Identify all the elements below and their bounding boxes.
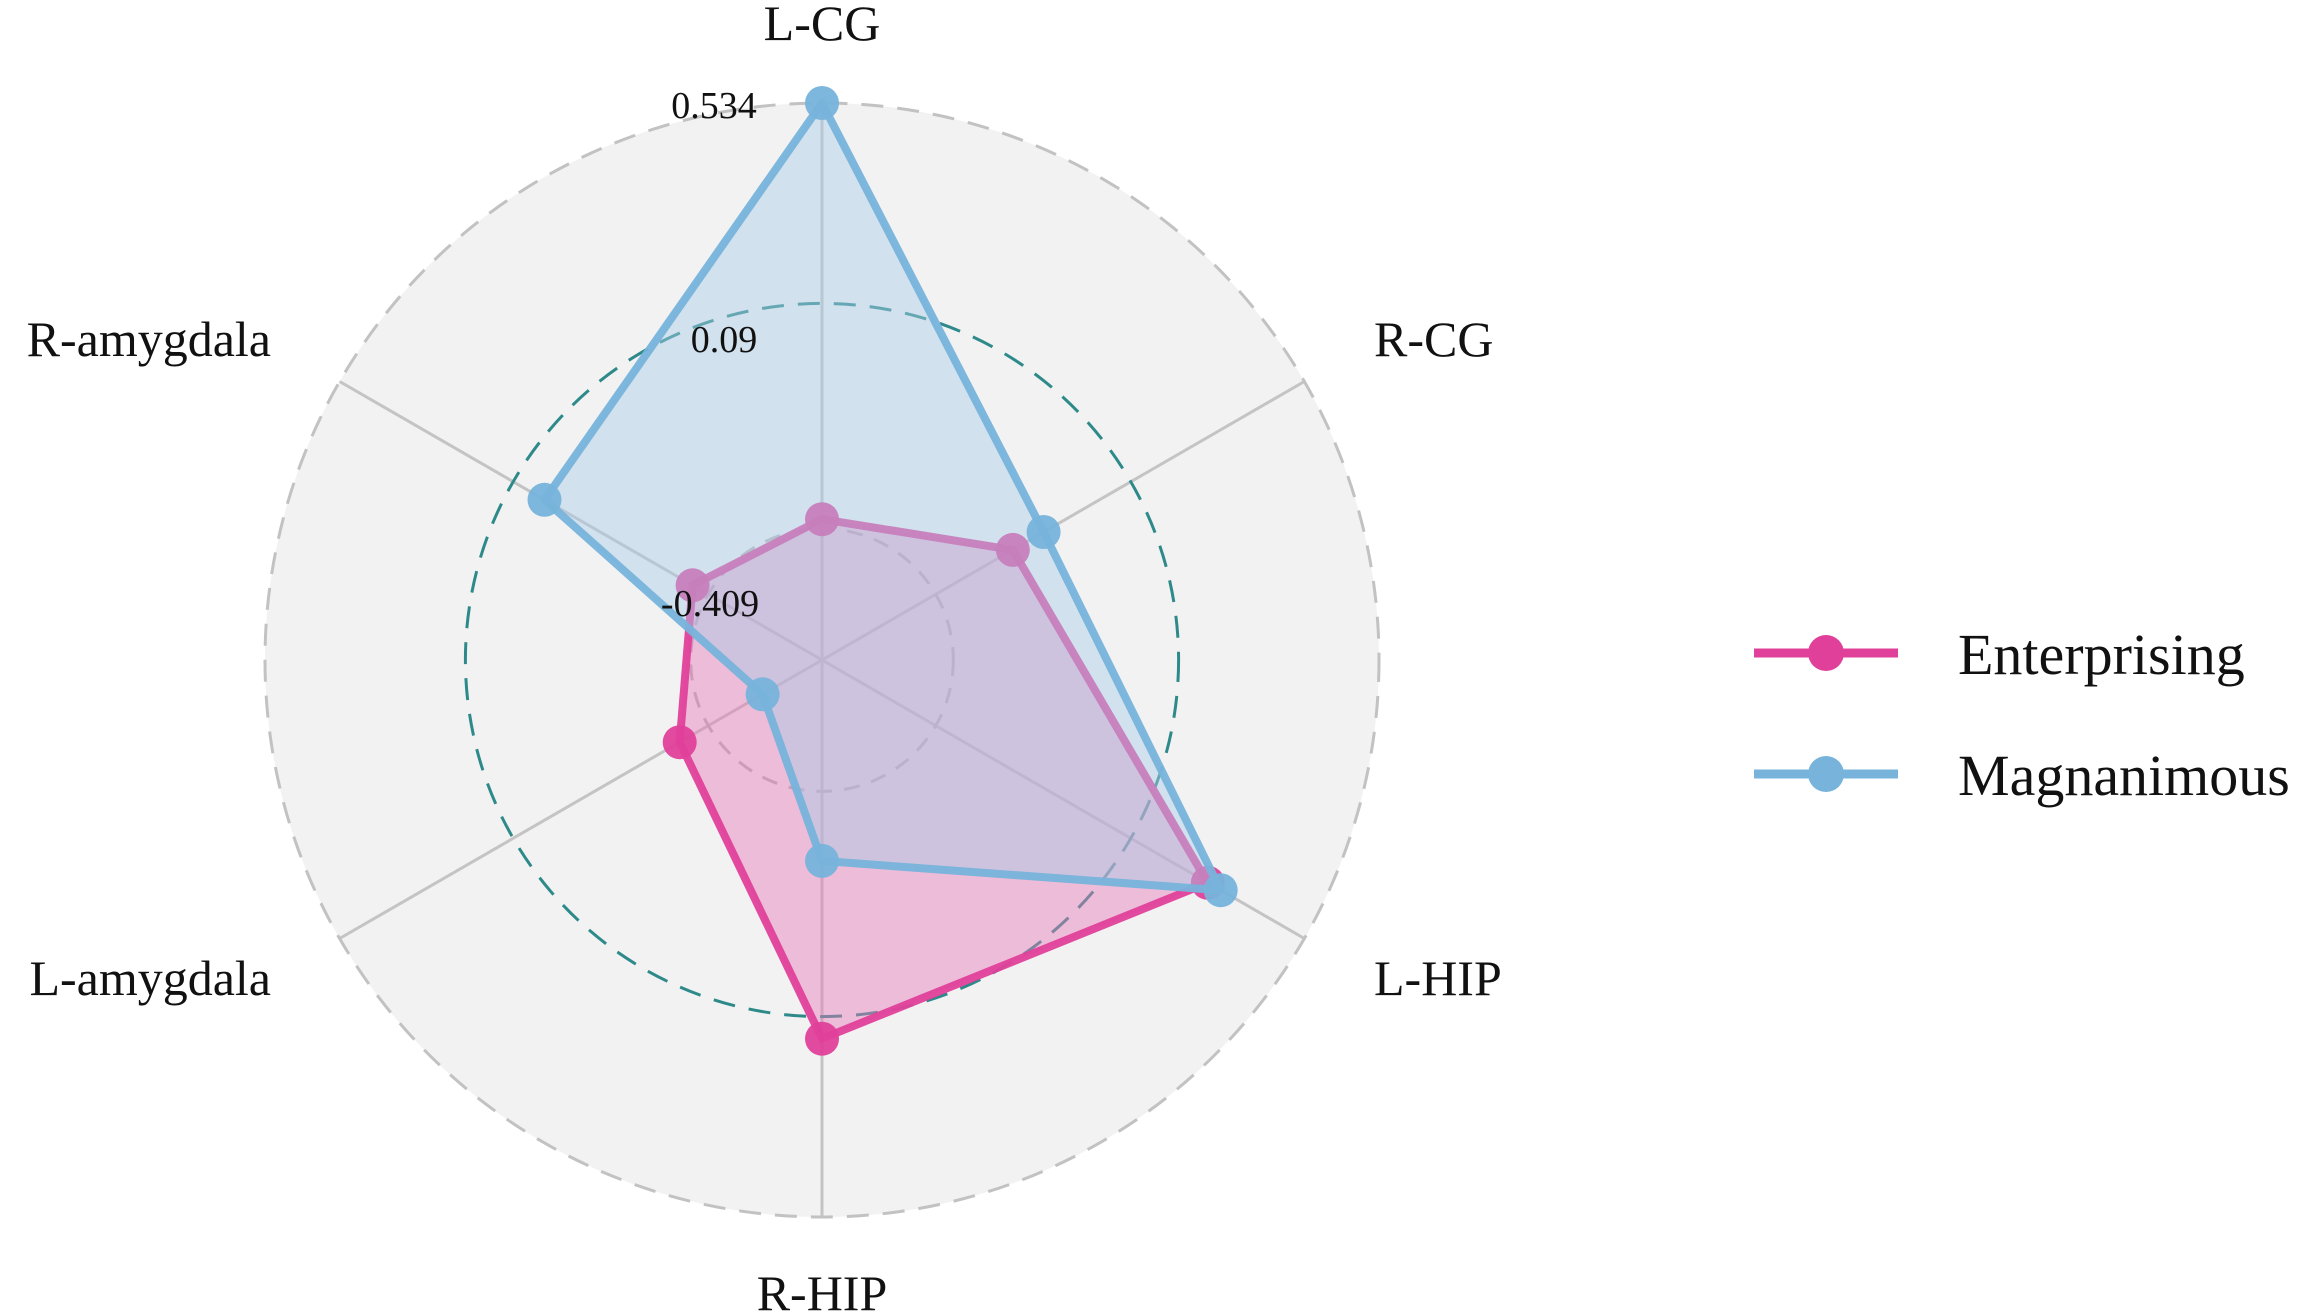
data-point-l-cg[interactable] [805, 502, 839, 537]
radar-series [527, 86, 1238, 1056]
tick-labels: 0.534 0.09 -0.409 [661, 85, 759, 625]
tick-label-inner: -0.409 [661, 583, 759, 625]
series-area [679, 519, 1208, 1039]
legend: Enterprising Magnanimous [1754, 622, 2290, 808]
axis-label-l-hip: L-HIP [1374, 950, 1502, 1006]
series-magnanimous [527, 86, 1238, 908]
tick-label-outer: 0.534 [671, 85, 757, 127]
axis-label-l-cg: L-CG [764, 0, 881, 51]
legend-swatch-marker [1808, 756, 1844, 792]
series-enterprising [662, 502, 1225, 1056]
spoke-l-amygdala [338, 658, 823, 940]
axis-label-r-cg: R-CG [1374, 311, 1493, 367]
data-point-r-hip[interactable] [805, 843, 839, 878]
spoke-r-cg [821, 380, 1306, 662]
data-point-r-amygdala[interactable] [527, 482, 562, 517]
legend-label-enterprising: Enterprising [1958, 622, 2245, 687]
spoke-r-amygdala [338, 380, 823, 662]
data-point-r-cg[interactable] [995, 532, 1030, 567]
axis-label-r-amygdala: R-amygdala [27, 311, 271, 367]
data-point-l-amygdala[interactable] [662, 725, 697, 760]
legend-item-magnanimous[interactable]: Magnanimous [1754, 743, 2290, 808]
legend-label-magnanimous: Magnanimous [1958, 743, 2290, 808]
legend-swatch-marker [1808, 635, 1844, 671]
axis-labels: L-CG R-CG L-HIP R-HIP L-amygdala R-amygd… [27, 0, 1502, 1312]
data-point-l-amygdala[interactable] [745, 677, 780, 712]
data-point-l-cg[interactable] [805, 86, 839, 120]
axis-label-r-hip: R-HIP [757, 1265, 888, 1312]
middle-ring [463, 301, 1181, 1019]
data-point-r-hip[interactable] [805, 1021, 839, 1056]
data-point-l-hip[interactable] [1203, 873, 1238, 908]
data-point-r-amygdala[interactable] [675, 568, 710, 603]
legend-item-enterprising[interactable]: Enterprising [1754, 622, 2245, 687]
data-point-r-cg[interactable] [1026, 515, 1061, 549]
series-area [544, 103, 1221, 891]
tick-label-middle: 0.09 [691, 319, 758, 361]
outer-ring [263, 101, 1381, 1219]
axis-label-l-amygdala: L-amygdala [29, 950, 271, 1006]
